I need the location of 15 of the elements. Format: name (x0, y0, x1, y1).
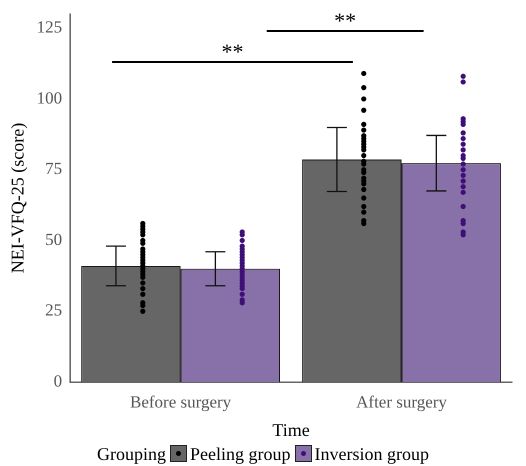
y-tick-label: 125 (36, 18, 62, 37)
y-tick-label: 75 (45, 159, 62, 178)
y-axis-title: NEI-VFQ-25 (score) (8, 122, 28, 274)
x-tick-label: After surgery (356, 392, 448, 412)
legend-label: Inversion group (314, 444, 429, 464)
x-axis-title: Time (272, 420, 310, 440)
legend-label: Peeling group (190, 444, 290, 464)
x-tick-label: Before surgery (130, 392, 232, 412)
annotation: ** (222, 38, 244, 64)
legend-title: Grouping (97, 444, 166, 464)
y-tick-label: 50 (45, 230, 62, 249)
annotation: ** (334, 8, 356, 33)
y-tick-label: 0 (54, 371, 62, 390)
y-tick-label: 25 (45, 300, 62, 320)
y-tick-label: 100 (36, 88, 62, 108)
